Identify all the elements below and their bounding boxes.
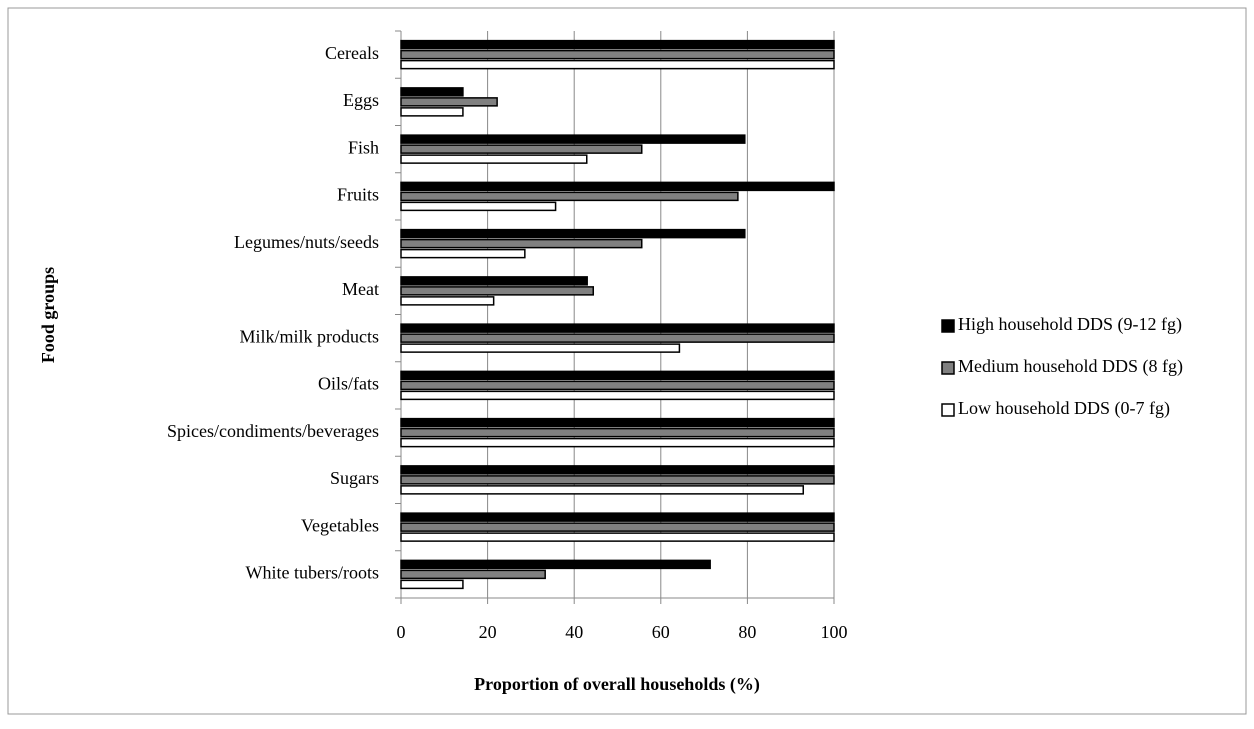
y-tick-label: Milk/milk products — [240, 326, 380, 346]
x-tick-label: 60 — [652, 622, 670, 642]
bar — [400, 512, 835, 522]
bar — [400, 248, 526, 259]
bar — [400, 144, 643, 154]
legend-swatch — [941, 361, 955, 375]
y-tick-label: Eggs — [343, 90, 379, 110]
y-tick-label: Meat — [342, 279, 379, 299]
x-tick-label: 100 — [821, 622, 848, 642]
bar — [400, 532, 835, 542]
bar — [400, 238, 643, 249]
y-tick-label: Fruits — [337, 185, 379, 205]
bar — [400, 333, 835, 343]
bar — [400, 485, 805, 495]
y-tick-label: Sugars — [330, 468, 379, 488]
y-tick-label: Legumes/nuts/seeds — [234, 232, 379, 252]
x-tick-label: 20 — [479, 622, 497, 642]
bar — [400, 296, 495, 306]
x-tick-label: 0 — [397, 622, 406, 642]
x-tick-label: 40 — [565, 622, 583, 642]
bar — [400, 475, 835, 485]
legend-swatch — [941, 319, 955, 333]
y-tick-label: Cereals — [325, 43, 379, 63]
bar — [400, 559, 711, 570]
bar — [400, 59, 835, 70]
bar — [400, 579, 464, 590]
bar — [400, 390, 835, 401]
bar — [400, 437, 835, 448]
bar — [400, 87, 464, 97]
bar — [400, 370, 835, 381]
bar — [400, 323, 835, 333]
bar — [400, 201, 557, 212]
bar — [400, 191, 739, 202]
frame — [7, 7, 1247, 715]
x-axis-title: Proportion of overall households (%) — [474, 674, 760, 695]
legend-label: Medium household DDS (8 fg) — [958, 356, 1183, 377]
y-axis-title: Food groups — [38, 267, 58, 363]
bar — [400, 181, 835, 192]
y-tick-label: Spices/condiments/beverages — [167, 421, 379, 441]
legend-label: High household DDS (9-12 fg) — [958, 314, 1182, 335]
bar — [400, 49, 835, 60]
y-tick-label: Vegetables — [301, 515, 379, 535]
bar — [400, 427, 835, 438]
bar — [400, 286, 595, 296]
y-tick-label: Fish — [348, 137, 379, 157]
bar — [400, 276, 588, 286]
bar — [400, 107, 464, 117]
bar — [400, 343, 681, 353]
bar — [400, 465, 835, 475]
bar — [400, 380, 835, 391]
legend-swatch — [941, 403, 955, 417]
bar — [400, 134, 746, 144]
bar — [400, 522, 835, 532]
bar — [400, 569, 546, 580]
bar — [400, 97, 498, 107]
y-tick-label: Oils/fats — [318, 374, 379, 394]
bar — [400, 228, 746, 239]
x-tick-label: 80 — [738, 622, 756, 642]
bar — [400, 417, 835, 428]
bar — [400, 39, 835, 50]
legend-label: Low household DDS (0-7 fg) — [958, 398, 1170, 419]
bar — [400, 154, 588, 164]
y-tick-label: White tubers/roots — [246, 563, 379, 583]
